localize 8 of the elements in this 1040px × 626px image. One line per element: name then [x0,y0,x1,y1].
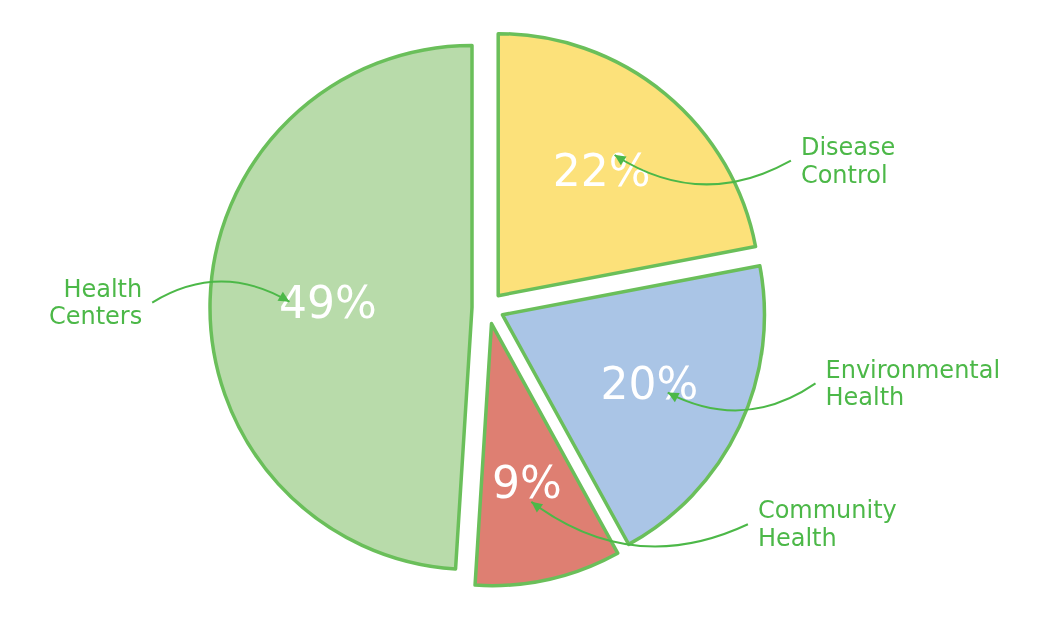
data-label: 49% [279,277,377,329]
data-label: 22% [552,145,651,197]
slice-label: Health Centers [48,274,143,331]
data-label: 20% [600,358,699,410]
slice-label: Disease Control [800,132,896,189]
data-label: 9% [492,456,562,508]
slice-label: Environmental Health [825,355,1001,412]
slice-label: Community Health [757,496,897,553]
